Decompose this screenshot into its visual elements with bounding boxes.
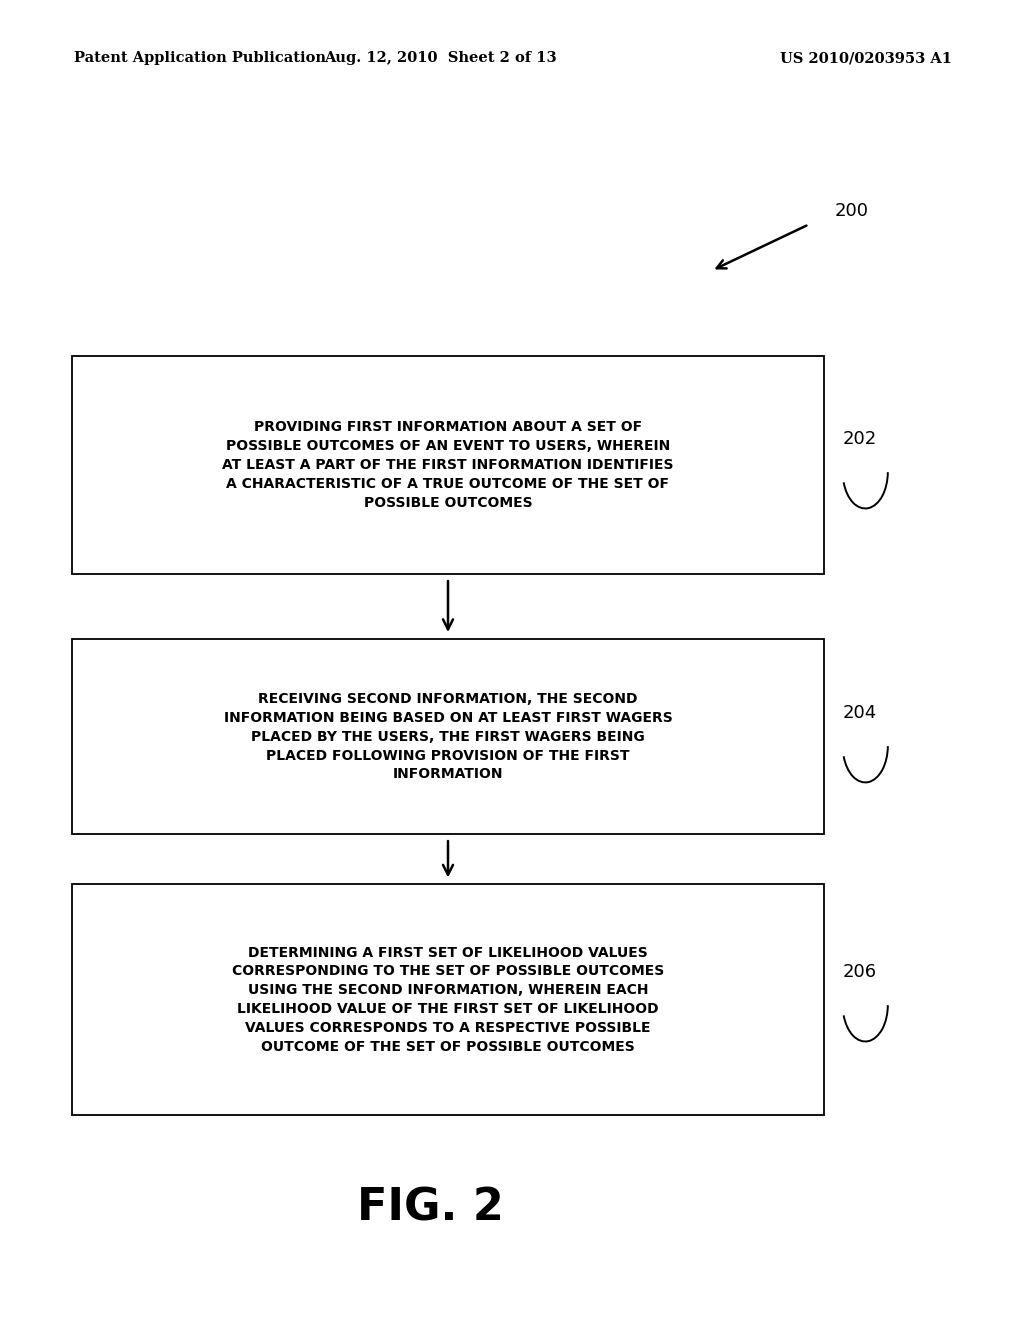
Text: PROVIDING FIRST INFORMATION ABOUT A SET OF
POSSIBLE OUTCOMES OF AN EVENT TO USER: PROVIDING FIRST INFORMATION ABOUT A SET … [222,420,674,511]
Text: Patent Application Publication: Patent Application Publication [74,51,326,65]
Bar [72,639,824,834]
Text: Aug. 12, 2010  Sheet 2 of 13: Aug. 12, 2010 Sheet 2 of 13 [324,51,557,65]
Bar [72,356,824,574]
Text: 200: 200 [835,202,868,220]
Text: RECEIVING SECOND INFORMATION, THE SECOND
INFORMATION BEING BASED ON AT LEAST FIR: RECEIVING SECOND INFORMATION, THE SECOND… [223,692,673,781]
Text: US 2010/0203953 A1: US 2010/0203953 A1 [780,51,952,65]
Text: 202: 202 [843,430,877,449]
Bar [72,884,824,1115]
Text: 206: 206 [843,964,877,981]
Text: DETERMINING A FIRST SET OF LIKELIHOOD VALUES
CORRESPONDING TO THE SET OF POSSIBL: DETERMINING A FIRST SET OF LIKELIHOOD VA… [231,945,665,1055]
Text: FIG. 2: FIG. 2 [356,1187,504,1229]
Text: 204: 204 [843,704,877,722]
